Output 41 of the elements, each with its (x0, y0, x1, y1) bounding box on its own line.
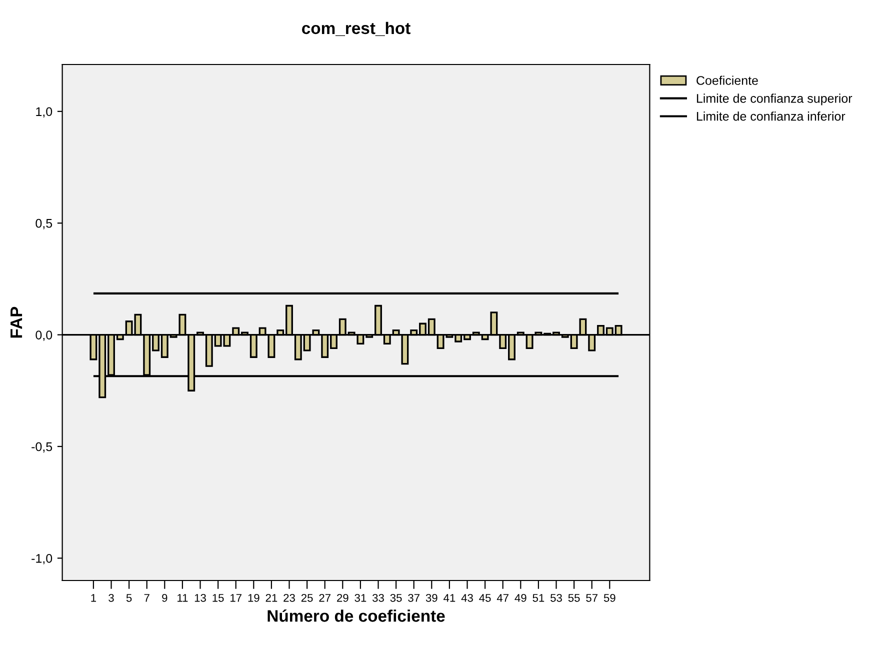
x-tick-label: 7 (144, 594, 150, 602)
x-tick-label: 15 (212, 594, 224, 602)
y-axis-title: FAP (10, 306, 22, 338)
x-tick-label: 3 (108, 594, 114, 602)
x-axis-title: Número de coeficiente (268, 609, 445, 622)
legend-label: Coeficiente (696, 76, 758, 85)
x-tick-label: 39 (426, 594, 438, 602)
x-tick-label: 37 (408, 594, 420, 602)
x-tick-label: 47 (496, 594, 508, 602)
x-tick-label: 1 (91, 594, 96, 602)
x-tick-label: 57 (586, 594, 598, 602)
x-tick-label: 27 (319, 594, 330, 602)
x-tick-label: 51 (532, 594, 544, 602)
x-tick-label: 9 (162, 594, 168, 602)
x-tick-label: 59 (604, 594, 616, 602)
x-tick-label: 55 (568, 594, 580, 602)
x-tick-label: 21 (266, 594, 278, 602)
x-tick-label: 53 (550, 594, 562, 602)
x-tick-label: 23 (284, 594, 295, 602)
x-tick-label: 19 (248, 594, 260, 602)
y-tick-label: 0,0 (36, 330, 52, 341)
x-tick-label: 49 (514, 594, 526, 602)
y-tick-label: -0,5 (32, 442, 52, 453)
legend-label: Limite de confianza inferior (696, 112, 846, 121)
x-tick-label: 11 (178, 594, 188, 602)
x-tick-label: 45 (479, 594, 491, 602)
y-tick-label: 0,5 (36, 218, 52, 230)
legend-label: Limite de confianza superior (696, 94, 852, 106)
x-tick-label: 17 (230, 594, 242, 602)
x-tick-label: 25 (301, 594, 313, 602)
x-tick-label: 35 (390, 594, 402, 602)
x-tick-label: 29 (337, 594, 348, 602)
y-tick-label: -1,0 (32, 554, 52, 564)
x-tick-label: 33 (372, 594, 384, 602)
x-tick-label: 31 (354, 594, 366, 602)
x-tick-label: 41 (444, 594, 456, 602)
y-tick-label: 1,0 (36, 107, 52, 118)
chart-title: com_rest_hot (302, 22, 410, 36)
x-tick-label: 5 (126, 594, 132, 602)
x-tick-label: 13 (194, 594, 206, 602)
x-tick-label: 43 (461, 594, 473, 602)
